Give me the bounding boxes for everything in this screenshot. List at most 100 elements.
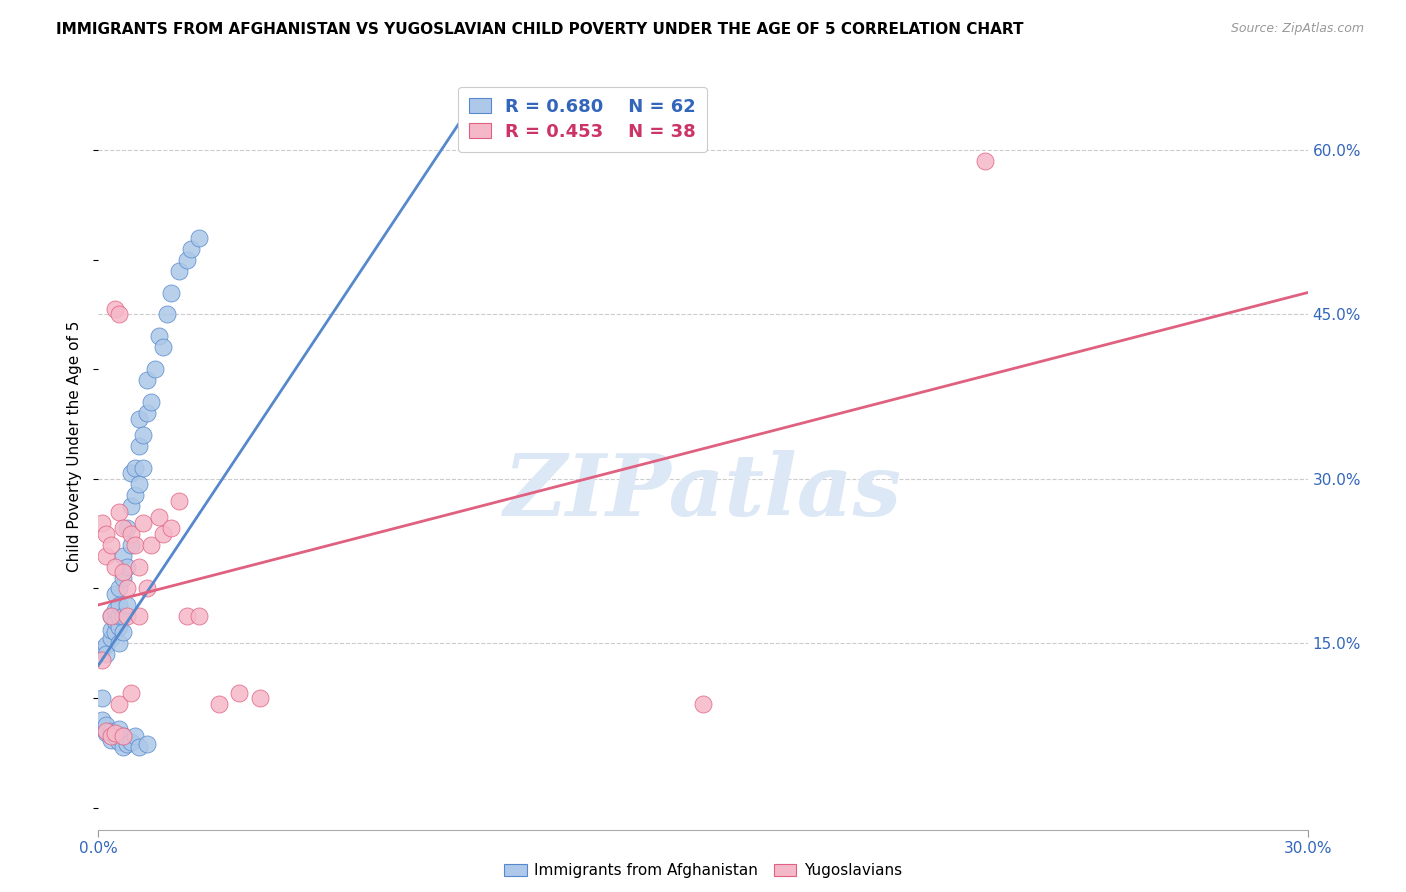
Point	[91, 713, 114, 727]
Point	[100, 631, 122, 645]
Point	[128, 439, 150, 453]
Point	[135, 582, 157, 596]
Point	[128, 411, 150, 425]
Point	[100, 730, 122, 744]
Point	[115, 608, 138, 623]
Point	[96, 526, 118, 541]
Point	[100, 732, 122, 747]
Point	[111, 730, 134, 744]
Point	[107, 308, 129, 322]
Legend: R = 0.680    N = 62, R = 0.453    N = 38: R = 0.680 N = 62, R = 0.453 N = 38	[458, 87, 707, 152]
Point	[115, 598, 138, 612]
Point	[91, 641, 114, 656]
Point	[139, 538, 162, 552]
Point	[188, 231, 211, 245]
Point	[103, 726, 125, 740]
Point	[160, 285, 183, 300]
Point	[128, 740, 150, 755]
Point	[107, 636, 129, 650]
Point	[103, 559, 125, 574]
Point	[135, 737, 157, 751]
Point	[974, 154, 997, 169]
Point	[120, 467, 142, 481]
Point	[107, 608, 129, 623]
Point	[188, 608, 211, 623]
Point	[120, 735, 142, 749]
Point	[103, 726, 125, 740]
Point	[91, 691, 114, 706]
Point	[111, 740, 134, 755]
Point	[115, 582, 138, 596]
Point	[111, 608, 134, 623]
Point	[132, 516, 155, 530]
Point	[100, 730, 122, 744]
Point	[115, 521, 138, 535]
Point	[107, 582, 129, 596]
Point	[152, 526, 174, 541]
Point	[111, 521, 134, 535]
Point	[103, 603, 125, 617]
Point	[139, 395, 162, 409]
Point	[143, 362, 166, 376]
Point	[124, 538, 146, 552]
Point	[120, 685, 142, 699]
Point	[107, 722, 129, 736]
Point	[103, 587, 125, 601]
Point	[208, 697, 231, 711]
Point	[103, 730, 125, 744]
Text: Source: ZipAtlas.com: Source: ZipAtlas.com	[1230, 22, 1364, 36]
Point	[100, 723, 122, 738]
Point	[148, 329, 170, 343]
Point	[107, 505, 129, 519]
Point	[96, 726, 118, 740]
Point	[135, 406, 157, 420]
Point	[115, 559, 138, 574]
Point	[132, 461, 155, 475]
Point	[132, 428, 155, 442]
Point	[128, 477, 150, 491]
Point	[156, 308, 179, 322]
Point	[96, 549, 118, 563]
Point	[124, 730, 146, 744]
Point	[128, 559, 150, 574]
Point	[135, 373, 157, 387]
Point	[176, 252, 198, 267]
Point	[96, 639, 118, 653]
Legend: Immigrants from Afghanistan, Yugoslavians: Immigrants from Afghanistan, Yugoslavian…	[498, 857, 908, 884]
Point	[111, 549, 134, 563]
Point	[124, 488, 146, 502]
Point	[111, 625, 134, 640]
Point	[228, 685, 250, 699]
Point	[148, 510, 170, 524]
Point	[96, 723, 118, 738]
Y-axis label: Child Poverty Under the Age of 5: Child Poverty Under the Age of 5	[67, 320, 83, 572]
Point	[167, 263, 190, 277]
Point	[111, 570, 134, 584]
Point	[103, 301, 125, 316]
Point	[96, 647, 118, 661]
Point	[120, 500, 142, 514]
Text: IMMIGRANTS FROM AFGHANISTAN VS YUGOSLAVIAN CHILD POVERTY UNDER THE AGE OF 5 CORR: IMMIGRANTS FROM AFGHANISTAN VS YUGOSLAVI…	[56, 22, 1024, 37]
Point	[115, 737, 138, 751]
Point	[124, 461, 146, 475]
Point	[111, 730, 134, 744]
Point	[107, 735, 129, 749]
Point	[180, 242, 202, 256]
Point	[100, 623, 122, 637]
Point	[91, 653, 114, 667]
Point	[107, 620, 129, 634]
Point	[160, 521, 183, 535]
Point	[176, 608, 198, 623]
Point	[107, 697, 129, 711]
Point	[100, 608, 122, 623]
Point	[91, 516, 114, 530]
Point	[249, 691, 271, 706]
Point	[120, 526, 142, 541]
Text: ZIPatlas: ZIPatlas	[503, 450, 903, 533]
Point	[103, 615, 125, 629]
Point	[152, 340, 174, 354]
Point	[107, 598, 129, 612]
Point	[111, 565, 134, 579]
Point	[100, 538, 122, 552]
Point	[96, 718, 118, 732]
